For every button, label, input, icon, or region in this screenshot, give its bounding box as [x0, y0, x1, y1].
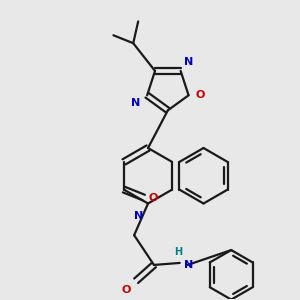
Text: O: O — [122, 285, 131, 295]
Text: N: N — [184, 57, 193, 67]
Text: O: O — [149, 193, 158, 202]
Text: N: N — [184, 260, 193, 270]
Text: O: O — [196, 90, 205, 100]
Text: N: N — [131, 98, 140, 108]
Text: N: N — [134, 212, 143, 221]
Text: H: H — [174, 247, 182, 257]
